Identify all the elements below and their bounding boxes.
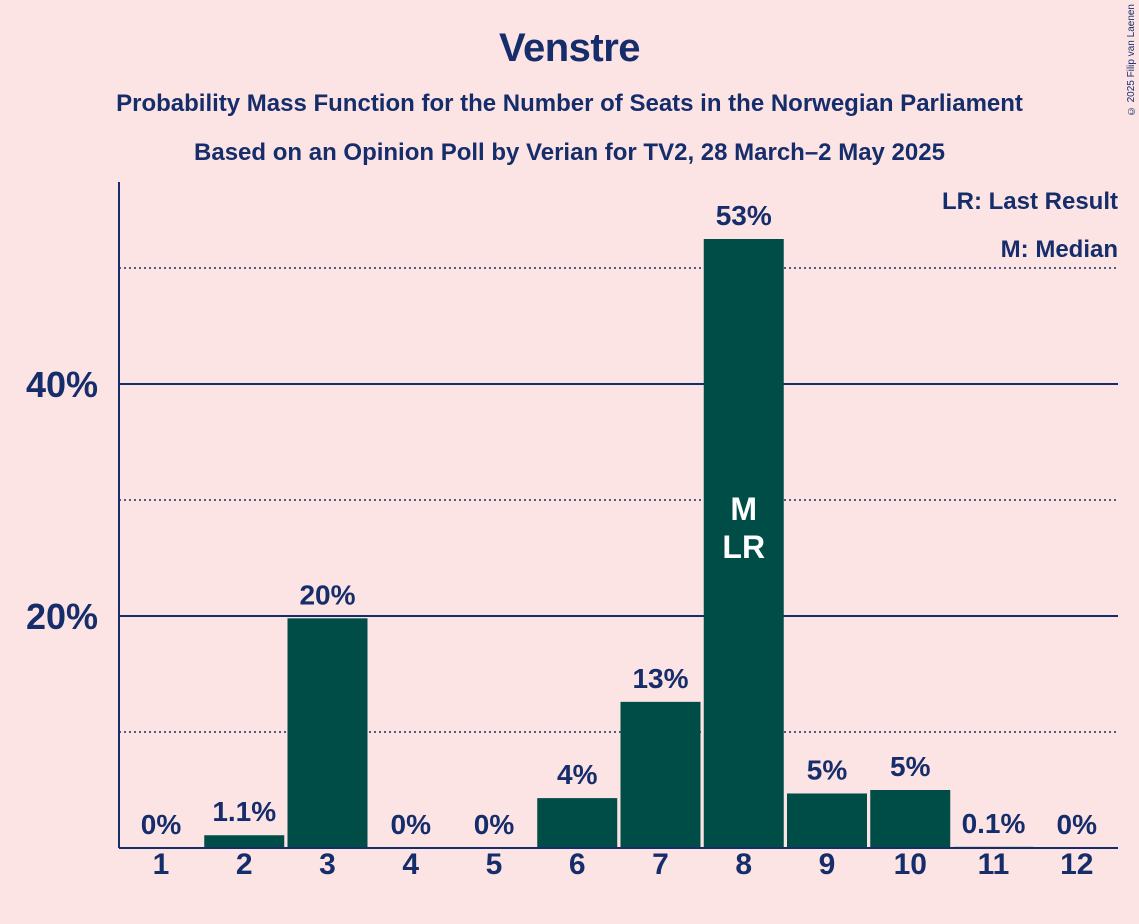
bar-seat-2 xyxy=(204,835,285,848)
bar-seat-8 xyxy=(703,239,784,848)
axes xyxy=(118,182,1118,849)
x-tick-3: 3 xyxy=(319,848,336,881)
chart-subtitle-source: Based on an Opinion Poll by Verian for T… xyxy=(194,139,945,166)
bar-seat-3 xyxy=(287,618,368,848)
bar-label-9: 5% xyxy=(807,754,848,785)
y-tick-labels: 20% 40% xyxy=(26,364,98,637)
bar-label-11: 0.1% xyxy=(962,808,1026,839)
bar-label-7: 13% xyxy=(632,663,688,694)
bar-inside-label: M xyxy=(730,491,757,527)
bar-label-4: 0% xyxy=(391,809,432,840)
bar-label-3: 20% xyxy=(299,579,355,610)
x-tick-6: 6 xyxy=(569,848,586,881)
bar-label-8: 53% xyxy=(716,200,772,231)
chart-subtitle: Probability Mass Function for the Number… xyxy=(116,90,1023,117)
gridlines xyxy=(119,267,1118,733)
x-tick-5: 5 xyxy=(486,848,503,881)
x-tick-4: 4 xyxy=(402,848,419,881)
x-tick-2: 2 xyxy=(236,848,253,881)
y-tick-label: 40% xyxy=(26,364,98,405)
x-tick-8: 8 xyxy=(735,848,752,881)
legend-median: M: Median xyxy=(1001,236,1118,263)
chart-title: Venstre xyxy=(498,26,641,70)
bar-label-6: 4% xyxy=(557,759,598,790)
y-tick-label: 20% xyxy=(26,596,98,637)
x-tick-labels: 1 2 3 4 5 6 7 8 9 10 11 12 xyxy=(153,848,1094,881)
x-tick-11: 11 xyxy=(978,848,1010,881)
x-tick-1: 1 xyxy=(153,848,170,881)
x-tick-9: 9 xyxy=(819,848,836,881)
legend-last-result: LR: Last Result xyxy=(942,188,1118,215)
bar-label-2: 1.1% xyxy=(212,796,276,827)
bar-label-10: 5% xyxy=(890,751,931,782)
x-tick-12: 12 xyxy=(1060,848,1093,881)
bar-seat-6 xyxy=(537,798,618,848)
bar-seat-7 xyxy=(620,701,701,848)
bar-inside-label: LR xyxy=(722,529,765,565)
bar-seat-9 xyxy=(787,793,867,848)
x-tick-10: 10 xyxy=(894,848,927,881)
x-tick-7: 7 xyxy=(652,848,669,881)
bar-label-5: 0% xyxy=(474,809,515,840)
bars xyxy=(204,239,1034,848)
bar-label-1: 0% xyxy=(141,809,182,840)
bar-value-labels: 0% 1.1% 20% 0% 0% 4% 13% 53% 5% 5% 0.1% 0% MLR xyxy=(141,200,1097,840)
bar-label-12: 0% xyxy=(1057,809,1098,840)
bar-seat-10 xyxy=(870,790,951,848)
